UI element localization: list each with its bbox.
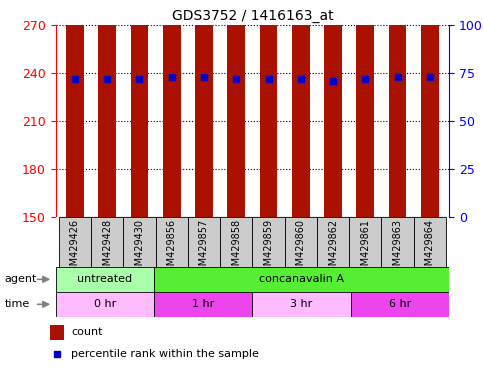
Bar [421, 33, 439, 384]
Text: GSM429426: GSM429426 [70, 219, 80, 278]
Bar [156, 217, 188, 267]
Text: GSM429856: GSM429856 [167, 219, 177, 278]
Title: GDS3752 / 1416163_at: GDS3752 / 1416163_at [171, 8, 333, 23]
Bar [66, 148, 84, 384]
Text: GSM429863: GSM429863 [393, 219, 402, 278]
Text: GSM429428: GSM429428 [102, 219, 112, 278]
Text: agent: agent [5, 274, 37, 285]
Text: GSM429862: GSM429862 [328, 219, 338, 278]
Bar [227, 76, 245, 384]
Bar [260, 121, 277, 384]
Bar [123, 217, 156, 267]
Bar [284, 217, 317, 267]
Bar [56, 292, 154, 317]
Bar [252, 292, 351, 317]
Text: 1 hr: 1 hr [192, 299, 214, 310]
Bar [351, 292, 449, 317]
Bar [317, 217, 349, 267]
Text: 3 hr: 3 hr [290, 299, 313, 310]
Text: percentile rank within the sample: percentile rank within the sample [71, 349, 259, 359]
Text: GSM429430: GSM429430 [134, 219, 144, 278]
Bar [253, 217, 284, 267]
Bar [356, 76, 374, 384]
Bar [154, 267, 449, 292]
Bar [292, 0, 310, 217]
Text: GSM429864: GSM429864 [425, 219, 435, 278]
Bar [195, 0, 213, 217]
Bar [188, 217, 220, 267]
Bar [163, 36, 181, 384]
Bar [227, 0, 245, 217]
Bar [382, 217, 414, 267]
Text: concanavalin A: concanavalin A [259, 274, 344, 285]
Bar [99, 121, 116, 384]
Text: GSM429858: GSM429858 [231, 219, 241, 278]
Text: GSM429861: GSM429861 [360, 219, 370, 278]
Text: time: time [5, 299, 30, 310]
Bar [324, 0, 342, 217]
Bar [99, 0, 116, 217]
Bar [421, 0, 439, 217]
Bar [56, 267, 154, 292]
Text: 6 hr: 6 hr [389, 299, 411, 310]
Bar [356, 0, 374, 217]
Bar [163, 0, 181, 217]
Text: GSM429857: GSM429857 [199, 219, 209, 278]
Bar [292, 164, 310, 384]
Text: GSM429859: GSM429859 [264, 219, 273, 278]
Bar [260, 0, 277, 217]
Bar [50, 325, 64, 340]
Bar [59, 217, 91, 267]
Text: untreated: untreated [77, 274, 132, 285]
Text: GSM429860: GSM429860 [296, 219, 306, 278]
Bar [389, 0, 406, 217]
Bar [324, 188, 342, 384]
Bar [220, 217, 253, 267]
Bar [414, 217, 446, 267]
Bar [130, 0, 148, 217]
Text: 0 hr: 0 hr [94, 299, 116, 310]
Bar [130, 159, 148, 384]
Bar [66, 0, 84, 217]
Bar [154, 292, 252, 317]
Bar [91, 217, 123, 267]
Bar [349, 217, 382, 267]
Bar [389, 51, 406, 384]
Text: count: count [71, 328, 103, 338]
Bar [195, 51, 213, 384]
